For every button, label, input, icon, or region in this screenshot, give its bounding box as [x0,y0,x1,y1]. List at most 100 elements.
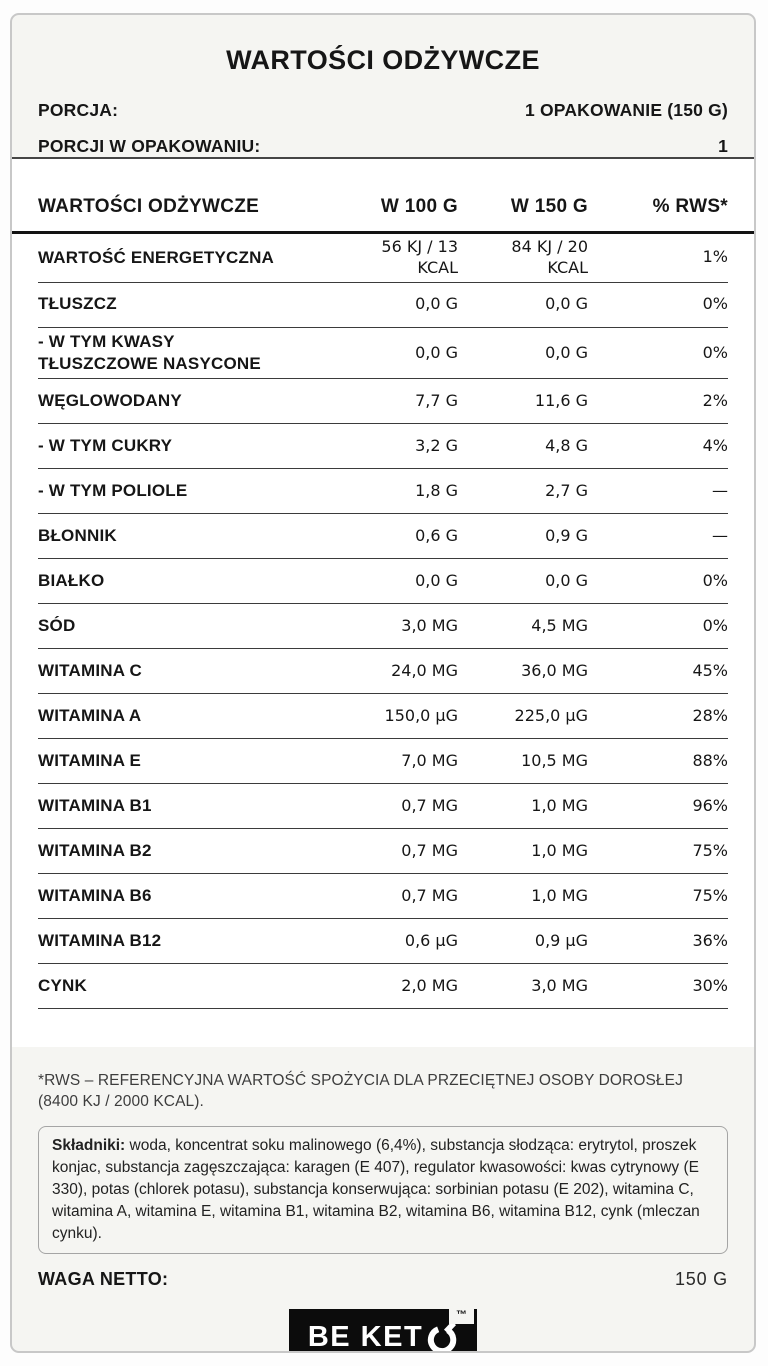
table-row: WARTOŚĆ ENERGETYCZNA 56 KJ / 13 KCAL 84 KJ… [38,234,728,283]
rws-percent: 0% [702,342,728,362]
table-row: WITAMINA C 24,0 MG 36,0 MG 45% [38,649,728,695]
value-per-150g: 0,0 G [545,571,588,591]
footer-section: *RWS – REFERENCYJNA WARTOŚĆ SPOŻYCIA DLA… [12,1047,754,1353]
table-header-row: WARTOŚCI ODŻYWCZE W 100 G W 150 G % RWS* [12,159,754,231]
value-per-100g: 0,0 G [415,571,458,591]
value-per-150g: 1,0 MG [531,796,588,816]
nutrient-name: WITAMINA A [38,706,142,726]
table-row: BŁONNIK 0,6 G 0,9 G — [38,514,728,560]
table-row: WITAMINA B2 0,7 MG 1,0 MG 75% [38,829,728,875]
value-per-150g: 11,6 G [534,391,588,411]
value-per-150g: 4,8 G [545,436,588,456]
value-per-100g: 0,0 G [415,294,458,314]
nutrient-name: WITAMINA B2 [38,841,152,861]
rws-percent: 88% [692,751,728,771]
beketo-logo-text: BE KET [307,1320,424,1353]
nutrition-rows: WARTOŚĆ ENERGETYCZNA 56 KJ / 13 KCAL 84 KJ… [38,234,728,1010]
header-divider [12,231,754,234]
page-title: WARTOŚCI ODŻYWCZE [226,45,540,75]
rws-percent: — [712,481,728,501]
rws-percent: 1% [702,247,728,267]
nutrient-name: WITAMINA E [38,751,142,771]
nutrient-name: - W TYM KWASY TŁUSZCZOWE NASYCONE [38,331,261,374]
value-per-100g: 0,7 MG [401,796,458,816]
value-per-100g: 7,7 G [415,391,458,411]
nutrient-name: - W TYM CUKRY [38,436,173,456]
header-per-100g: W 100 G [380,196,458,217]
rws-footnote: *RWS – REFERENCYJNA WARTOŚĆ SPOŻYCIA DLA… [38,1072,683,1111]
net-weight-row: WAGA NETTO: 150 G [38,1269,728,1290]
nutrient-name: WĘGLOWODANY [38,391,182,411]
value-per-100g: 0,7 MG [401,886,458,906]
value-per-150g: 4,5 MG [531,616,588,636]
table-row: WĘGLOWODANY 7,7 G 11,6 G 2% [38,379,728,425]
nutrition-table: WARTOŚCI ODŻYWCZE W 100 G W 150 G % RWS*… [12,157,754,1048]
nutrient-name: WITAMINA B12 [38,931,162,951]
value-per-100g: 0,6 G [415,526,458,546]
table-row: WITAMINA B6 0,7 MG 1,0 MG 75% [38,874,728,920]
rws-percent: — [712,526,728,546]
nutrient-name: WITAMINA C [38,661,142,681]
rws-percent: 96% [692,796,728,816]
serving-label: PORCJA: [38,100,119,120]
table-row: BIAŁKO 0,0 G 0,0 G 0% [38,559,728,605]
nutrient-name: - W TYM POLIOLE [38,481,188,501]
value-per-150g: 0,0 G [545,294,588,314]
header-per-150g: W 150 G [510,196,588,217]
value-per-150g: 1,0 MG [531,841,588,861]
serving-value: 1 OPAKOWANIE (150 G) [524,100,728,120]
value-per-100g: 3,0 MG [401,616,458,636]
net-weight-value: 150 G [674,1268,728,1289]
rws-percent: 0% [702,571,728,591]
value-per-100g: 0,6 µG [404,931,458,951]
value-per-150g: 0,9 G [545,526,588,546]
table-row: WITAMINA A 150,0 µG 225,0 µG 28% [38,694,728,740]
table-row: - W TYM CUKRY 3,2 G 4,8 G 4% [38,424,728,470]
value-per-150g: 84 KJ / 20 KCAL [511,237,588,277]
nutrition-label-card: WARTOŚCI ODŻYWCZE PORCJA: 1 OPAKOWANIE (… [10,13,756,1353]
value-per-100g: 56 KJ / 13 KCAL [381,237,458,277]
servings-per-pack-row: PORCJI W OPAKOWANIU: 1 [38,136,728,157]
nutrient-name: WITAMINA B6 [38,886,152,906]
nutrient-name: BIAŁKO [38,571,105,591]
ingredients-box: Składniki: woda, koncentrat soku malinow… [38,1125,728,1254]
value-per-150g: 2,7 G [545,481,588,501]
value-per-100g: 2,0 MG [401,976,458,996]
table-row: - W TYM POLIOLE 1,8 G 2,7 G — [38,469,728,515]
value-per-100g: 3,2 G [415,436,458,456]
serving-row: PORCJA: 1 OPAKOWANIE (150 G) [38,100,728,121]
table-row: - W TYM KWASY TŁUSZCZOWE NASYCONE 0,0 G 0,… [38,328,728,380]
value-per-100g: 150,0 µG [384,706,458,726]
value-per-150g: 36,0 MG [521,661,588,681]
value-per-100g: 0,7 MG [401,841,458,861]
servings-per-pack-value: 1 [718,136,728,156]
table-row: TŁUSZCZ 0,0 G 0,0 G 0% [38,283,728,328]
servings-per-pack-label: PORCJI W OPAKOWANIU: [38,136,261,156]
nutrient-name: WITAMINA B1 [38,796,152,816]
table-row: WITAMINA E 7,0 MG 10,5 MG 88% [38,739,728,785]
table-row: CYNK 2,0 MG 3,0 MG 30% [38,964,728,1010]
nutrient-name: WARTOŚĆ ENERGETYCZNA [38,247,275,267]
nutrient-name: SÓD [38,616,76,636]
value-per-100g: 24,0 MG [391,661,458,681]
value-per-100g: 1,8 G [415,481,458,501]
table-row: WITAMINA B12 0,6 µG 0,9 µG 36% [38,919,728,965]
rws-percent: 36% [692,931,728,951]
value-per-150g: 0,0 G [545,342,588,362]
value-per-150g: 0,9 µG [534,931,588,951]
value-per-150g: 10,5 MG [521,751,588,771]
value-per-150g: 225,0 µG [514,706,588,726]
rws-percent: 2% [702,391,728,411]
header-nutrient: WARTOŚCI ODŻYWCZE [38,196,260,217]
rws-percent: 30% [692,976,728,996]
value-per-100g: 0,0 G [415,342,458,362]
value-per-100g: 7,0 MG [401,751,458,771]
rws-percent: 4% [702,436,728,456]
header-section: WARTOŚCI ODŻYWCZE PORCJA: 1 OPAKOWANIE (… [12,15,754,157]
rws-percent: 45% [692,661,728,681]
beketo-logo-o-icon [428,1320,457,1351]
table-row: SÓD 3,0 MG 4,5 MG 0% [38,604,728,650]
trademark-icon: ™ [449,1308,474,1324]
table-row: WITAMINA B1 0,7 MG 1,0 MG 96% [38,784,728,830]
beketo-logo: BE KET ™ [289,1308,477,1353]
